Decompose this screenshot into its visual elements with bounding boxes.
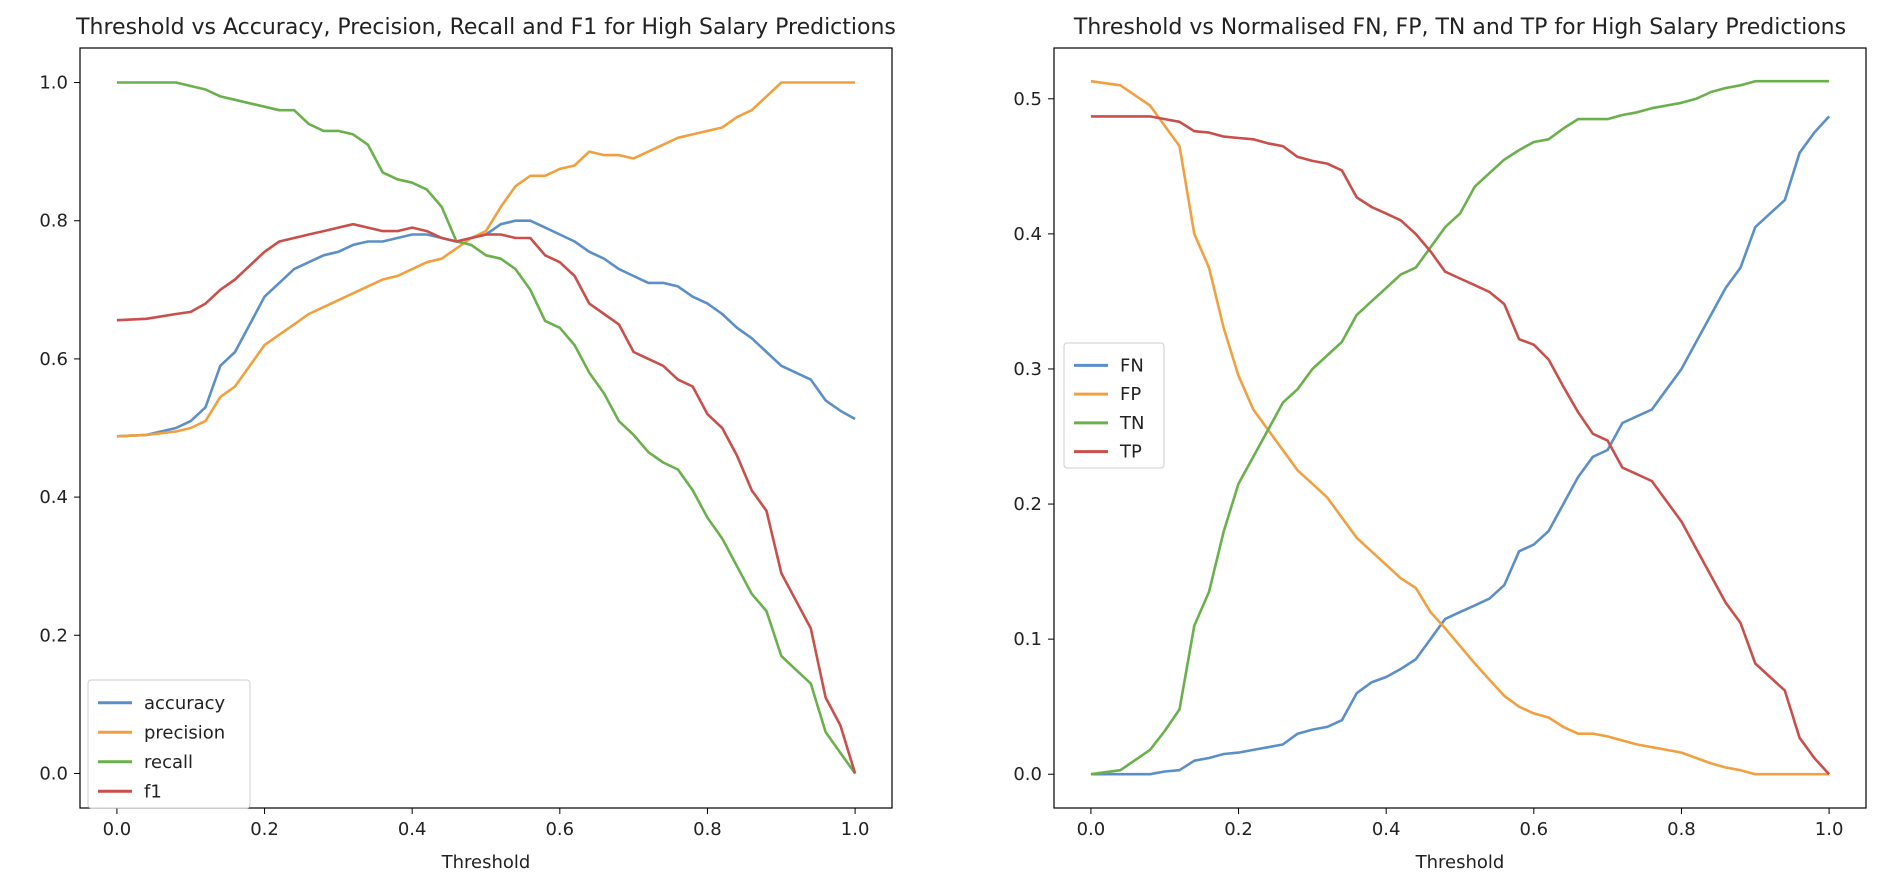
y-tick-label: 0.0 <box>1013 764 1042 785</box>
chart-title: Threshold vs Normalised FN, FP, TN and T… <box>1073 15 1846 40</box>
x-tick-label: 0.6 <box>1519 819 1548 840</box>
legend-entry: f1 <box>98 781 162 802</box>
x-ticks: 0.0 0.2 0.4 0.6 0.8 1.0 <box>1077 808 1844 840</box>
legend-label: FP <box>1120 384 1141 405</box>
series-line-tn <box>1090 79 1830 776</box>
y-tick-label: 1.0 <box>39 73 68 94</box>
legend-box <box>87 679 251 809</box>
series-line-fp <box>1090 79 1830 776</box>
y-ticks: 0.0 0.1 0.2 0.3 0.4 0.5 <box>1013 89 1054 785</box>
plot-area-frame <box>1053 47 1867 809</box>
legend-label: f1 <box>144 781 162 802</box>
chart-right: Threshold vs Normalised FN, FP, TN and T… <box>1013 15 1867 873</box>
legend-label: FN <box>1120 355 1144 376</box>
x-tick-label: 0.8 <box>693 819 722 840</box>
series-line-tp <box>1090 115 1831 776</box>
y-tick-label: 0.0 <box>39 763 68 784</box>
y-tick-label: 0.4 <box>1013 224 1042 245</box>
legend-entry: FN <box>1074 355 1144 376</box>
series-lines <box>1090 79 1831 776</box>
x-tick-label: 0.2 <box>250 819 279 840</box>
x-ticks: 0.0 0.2 0.4 0.6 0.8 1.0 <box>103 808 870 840</box>
y-tick-label: 0.6 <box>39 349 68 370</box>
series-line-accuracy <box>116 219 856 438</box>
chart-title: Threshold vs Accuracy, Precision, Recall… <box>75 15 896 40</box>
plot-area-frame <box>79 47 893 809</box>
x-tick-label: 0.8 <box>1667 819 1696 840</box>
x-tick-label: 1.0 <box>841 819 870 840</box>
legend: FN FP TN TP <box>1063 342 1165 469</box>
series-lines <box>116 81 857 775</box>
legend-entry: FP <box>1074 384 1141 405</box>
x-tick-label: 0.0 <box>103 819 132 840</box>
x-tick-label: 0.6 <box>545 819 574 840</box>
x-tick-label: 0.4 <box>1372 819 1401 840</box>
x-tick-label: 1.0 <box>1815 819 1844 840</box>
y-tick-label: 0.4 <box>39 487 68 508</box>
y-tick-label: 0.2 <box>39 625 68 646</box>
series-line-fn <box>1090 115 1831 776</box>
legend-label: recall <box>144 752 193 773</box>
legend-label: precision <box>144 722 225 743</box>
legend-entry: precision <box>98 722 225 743</box>
chart-left: Threshold vs Accuracy, Precision, Recall… <box>39 15 896 873</box>
legend-box <box>1063 342 1165 469</box>
x-tick-label: 0.0 <box>1077 819 1106 840</box>
x-tick-label: 0.2 <box>1224 819 1253 840</box>
legend-label: TP <box>1119 442 1142 463</box>
legend: accuracy precision recall f1 <box>87 679 251 809</box>
series-line-recall <box>116 81 857 775</box>
legend-entry: TN <box>1074 413 1144 434</box>
legend-entry: recall <box>98 752 193 773</box>
x-axis-label: Threshold <box>1415 852 1505 873</box>
y-tick-label: 0.8 <box>39 211 68 232</box>
y-tick-label: 0.1 <box>1013 629 1042 650</box>
x-axis-label: Threshold <box>441 852 531 873</box>
x-tick-label: 0.4 <box>398 819 427 840</box>
series-line-precision <box>116 81 856 438</box>
y-tick-label: 0.3 <box>1013 359 1042 380</box>
y-tick-label: 0.5 <box>1013 89 1042 110</box>
series-line-f1 <box>116 222 857 774</box>
legend-entry: accuracy <box>98 693 226 714</box>
y-ticks: 0.0 0.2 0.4 0.6 0.8 1.0 <box>39 73 80 784</box>
legend-entry: TP <box>1074 442 1142 463</box>
y-tick-label: 0.2 <box>1013 494 1042 515</box>
legend-label: TN <box>1119 413 1144 434</box>
legend-label: accuracy <box>144 693 226 714</box>
